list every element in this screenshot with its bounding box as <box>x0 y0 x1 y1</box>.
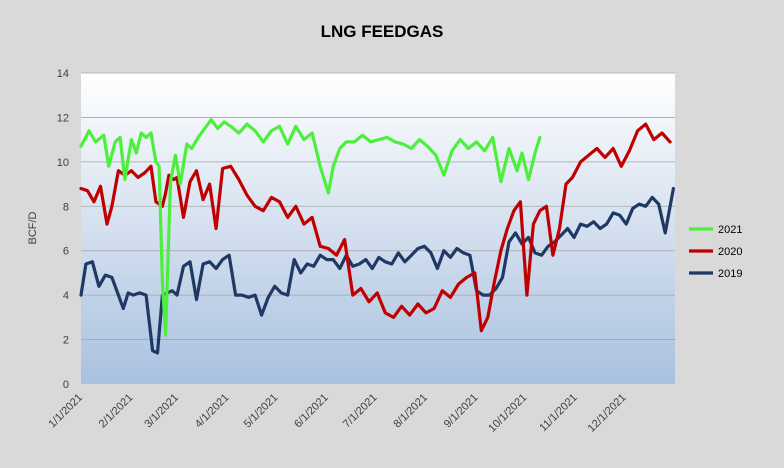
x-tick-label: 6/1/2021 <box>292 392 331 431</box>
y-tick-label: 0 <box>63 379 69 391</box>
y-axis-title: BCF/D <box>27 211 39 244</box>
x-axis-ticks: 1/1/2021 2/1/2021 3/1/2021 4/1/2021 5/1/2021… <box>46 392 628 435</box>
legend-label-2020: 2020 <box>718 246 742 258</box>
x-tick-label: 5/1/2021 <box>242 392 281 431</box>
y-tick-label: 4 <box>63 290 69 302</box>
series-line-2020 <box>79 122 672 333</box>
legend-label-2019: 2019 <box>718 268 742 280</box>
x-tick-label: 2/1/2021 <box>97 392 136 431</box>
chart-title: LNG FEEDGAS <box>320 22 444 41</box>
y-tick-label: 10 <box>57 157 69 169</box>
y-tick-label: 6 <box>63 246 69 258</box>
plot-area <box>81 73 675 384</box>
x-tick-label: 3/1/2021 <box>142 392 181 431</box>
y-tick-label: 2 <box>63 335 69 347</box>
y-tick-label: 8 <box>63 201 69 213</box>
y-axis-ticks: 0 2 4 6 8 10 12 14 <box>57 68 69 391</box>
x-tick-label: 11/1/2021 <box>537 392 580 435</box>
legend-label-2021: 2021 <box>718 224 742 236</box>
x-tick-label: 9/1/2021 <box>442 392 481 431</box>
series-lines <box>79 118 676 355</box>
x-tick-label: 8/1/2021 <box>391 392 430 431</box>
x-tick-label: 12/1/2021 <box>586 392 629 435</box>
x-tick-label: 4/1/2021 <box>193 392 232 431</box>
y-tick-label: 14 <box>57 68 69 80</box>
series-line-2019 <box>79 186 676 355</box>
x-tick-label: 7/1/2021 <box>341 392 380 431</box>
legend: 2021 2020 2019 <box>689 224 742 280</box>
x-tick-label: 1/1/2021 <box>46 392 85 431</box>
series-line-2021 <box>79 118 542 337</box>
x-tick-label: 10/1/2021 <box>486 392 529 435</box>
y-tick-label: 12 <box>57 112 69 124</box>
